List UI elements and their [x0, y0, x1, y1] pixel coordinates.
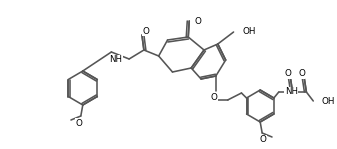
Text: O: O	[284, 69, 291, 79]
Text: OH: OH	[321, 97, 335, 107]
Text: O: O	[210, 94, 217, 103]
Text: OH: OH	[242, 27, 256, 35]
Text: O: O	[75, 118, 82, 128]
Text: O: O	[298, 69, 305, 79]
Text: NH: NH	[109, 55, 122, 65]
Text: O: O	[143, 27, 149, 35]
Text: NH: NH	[285, 87, 298, 97]
Text: O: O	[194, 17, 201, 25]
Text: O: O	[260, 135, 267, 145]
